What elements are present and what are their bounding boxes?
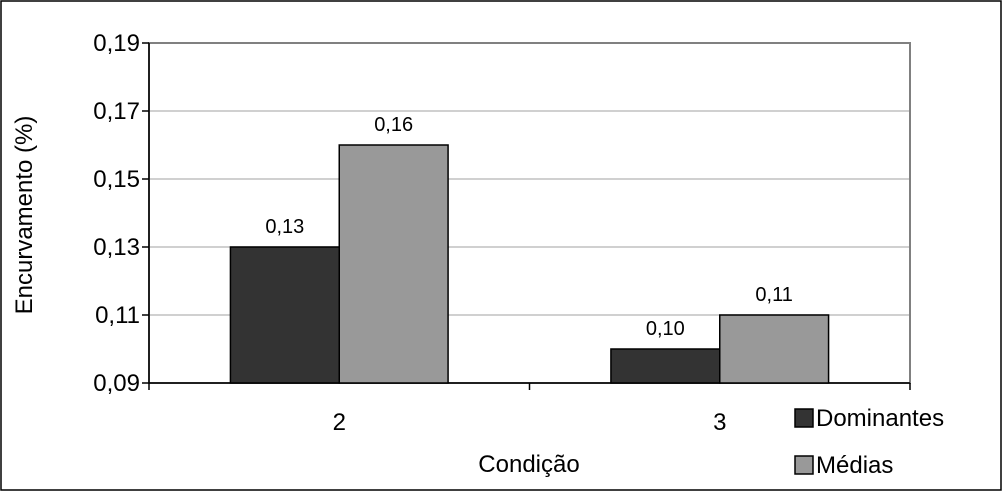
x-axis-title: Condição: [478, 451, 579, 478]
x-tick-label: 2: [333, 409, 346, 436]
bar-dominantes-2: [229, 246, 340, 384]
y-tick-label: 0,13: [93, 234, 140, 261]
bar-m-dias-3: [719, 314, 830, 384]
legend-swatch-medias: [794, 455, 814, 475]
bar-layer: [229, 144, 830, 384]
y-tick-label: 0,19: [93, 30, 140, 57]
y-axis-title: Encurvamento (%): [11, 116, 38, 315]
legend-swatch-dominantes: [794, 408, 814, 428]
legend-label-dominantes: Dominantes: [816, 405, 944, 432]
bar-m-dias-2: [338, 144, 449, 384]
legend: Dominantes Médias: [794, 405, 944, 479]
data-label: 0,10: [646, 318, 685, 340]
y-tick-label: 0,15: [93, 166, 140, 193]
data-label: 0,13: [265, 216, 304, 238]
bar-dominantes-3: [610, 348, 721, 384]
legend-label-medias: Médias: [816, 452, 893, 479]
y-tick-label: 0,09: [93, 370, 140, 397]
y-tick-label: 0,11: [95, 302, 140, 329]
data-label: 0,16: [374, 114, 413, 136]
label-layer: 0,09 0,11 0,13 0,15 0,17 0,19 2 0,13 0,16 3 0,10 0,…: [93, 30, 793, 436]
data-label: 0,11: [755, 284, 792, 306]
y-tick-label: 0,17: [93, 98, 140, 125]
x-tick-label: 3: [713, 409, 726, 436]
